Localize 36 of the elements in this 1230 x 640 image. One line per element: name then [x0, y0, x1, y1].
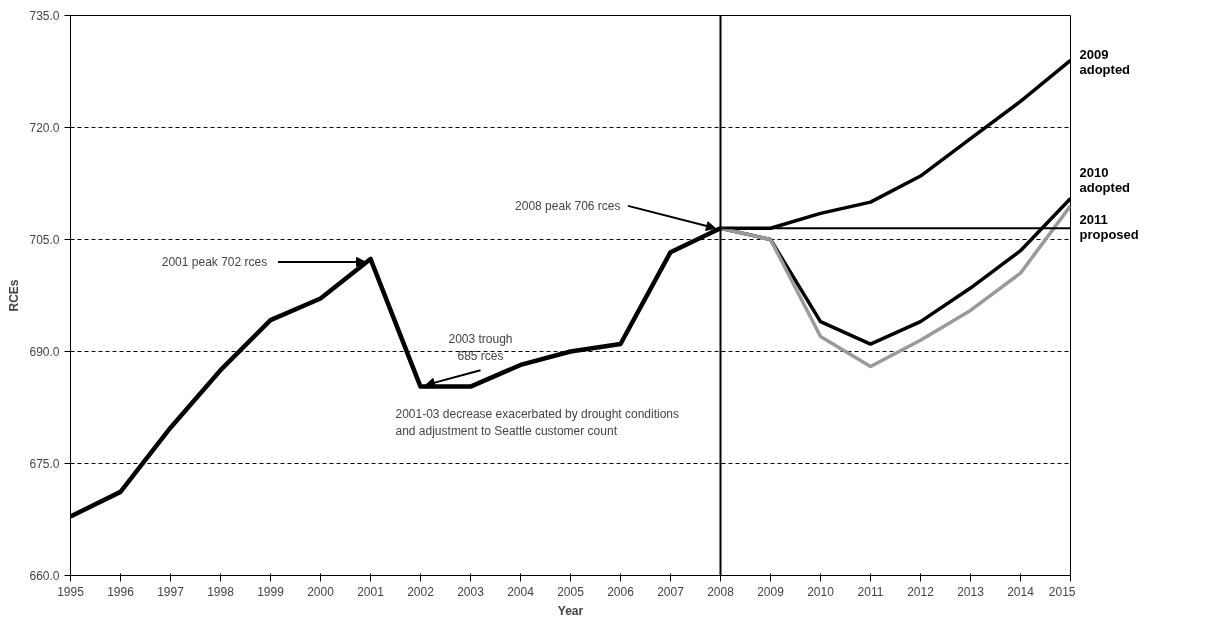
x-tick-label: 1995 — [57, 584, 85, 599]
x-tick-label: 2000 — [307, 584, 335, 599]
x-tick-label: 2009 — [757, 584, 785, 599]
x-tick-label: 1997 — [157, 584, 185, 599]
y-tick-label: 690.0 — [29, 345, 60, 359]
annotation: 2003 trough 685 rces — [448, 332, 513, 364]
series-label: 2011 proposed — [1079, 212, 1139, 243]
x-tick-label: 2001 — [357, 584, 385, 599]
y-tick-label: 675.0 — [29, 457, 60, 471]
x-tick-label: 1998 — [207, 584, 235, 599]
y-tick-label: 705.0 — [29, 233, 60, 247]
series-label: 2010 adopted — [1079, 164, 1131, 195]
x-tick-label: 2014 — [1007, 584, 1035, 599]
x-tick-label: 1996 — [107, 584, 135, 599]
x-axis-title: Year — [557, 603, 584, 618]
x-tick-label: 2005 — [557, 584, 585, 599]
y-tick-label: 735.0 — [29, 9, 60, 23]
x-tick-label: 2011 — [857, 584, 884, 599]
y-axis-title: RCEs — [7, 279, 22, 312]
x-tick-label: 2012 — [907, 584, 935, 599]
x-tick-label: 1999 — [257, 584, 285, 599]
x-tick-label: 2006 — [607, 584, 635, 599]
annotation: 2001-03 decrease exacerbated by drought conditions and adjustment to Seattle customer count — [395, 407, 680, 438]
y-tick-label: 660.0 — [29, 569, 60, 583]
x-tick-label: 2003 — [457, 584, 485, 599]
x-tick-label: 2010 — [807, 584, 835, 599]
annotation: 2008 peak 706 rces — [515, 198, 621, 213]
x-tick-label: 2013 — [957, 584, 985, 599]
y-tick-label: 720.0 — [29, 121, 60, 135]
x-tick-label: 2007 — [657, 584, 685, 599]
x-tick-label: 2008 — [707, 584, 735, 599]
annotation: 2001 peak 702 rces — [161, 254, 268, 269]
series-label: 2009 adopted — [1079, 46, 1131, 77]
x-tick-label: 2002 — [407, 584, 435, 599]
x-tick-label: 2015 — [1048, 584, 1076, 599]
x-tick-label: 2004 — [507, 584, 535, 599]
